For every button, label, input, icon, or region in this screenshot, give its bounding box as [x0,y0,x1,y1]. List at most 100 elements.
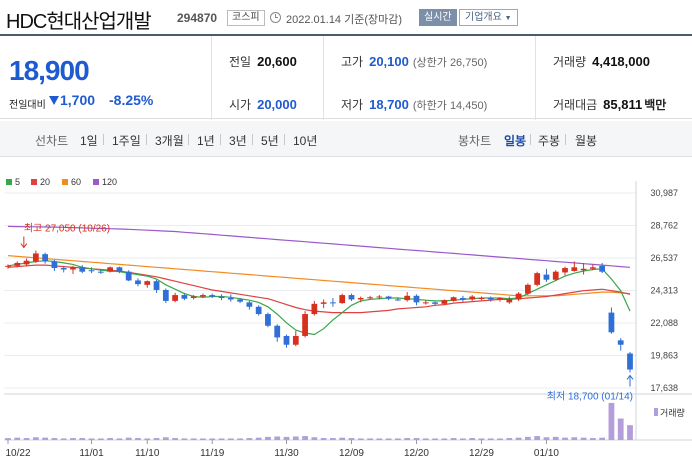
candle [422,300,429,305]
legend-swatch [31,179,37,185]
candle [395,297,401,301]
candle-body [487,297,494,300]
down-triangle-icon [49,96,59,105]
candle-body [227,297,234,300]
candle [190,295,197,300]
price-box: 18,900 전일대비 1,700 -8.25% [0,36,212,120]
annotations: 최고 27,050 (10/26) 최저 18,700 (01/14) [20,223,634,402]
change-label: 전일대비 [9,100,46,111]
y-tick-label: 19,863 [650,351,678,361]
stat-upper-limit: (상한가 26,750) [412,57,488,69]
legend-swatch [6,179,12,185]
candle-body [608,312,615,333]
candle-body [497,297,503,300]
candle [562,266,568,276]
x-tick-label: 11/19 [200,448,225,459]
volume-bar [422,438,429,440]
volume-bar [450,438,457,440]
candle-body [265,314,271,326]
chevron-down-icon: ▼ [504,15,512,22]
stock-name: HDC현대산업개발 [6,11,152,33]
candle [348,293,355,301]
volume-bar [23,438,30,440]
candle [413,294,420,306]
legend-label: 5 [15,177,20,187]
company-overview-button[interactable]: 기업개요 ▼ [459,9,518,26]
candle-body [580,268,587,271]
legend-label: 120 [102,177,117,187]
candle-body [181,295,188,299]
candle [571,261,578,272]
volume-bar [135,438,141,440]
volume-legend-label: 거래량 [660,407,685,418]
ma60-line [7,255,631,297]
candle [209,293,216,298]
tab-monthly[interactable]: 월봉 [575,134,598,148]
y-tick-label: 30,987 [650,188,678,198]
candle-body [525,284,531,294]
y-tick-label: 28,762 [650,221,678,231]
stat-amount-label: 거래대금 [553,98,598,112]
candle [274,324,281,342]
volume-bar [543,437,550,440]
candle [116,266,123,274]
candle [497,297,503,302]
candle-body [357,297,364,300]
candle-body [5,265,11,267]
candle-body [125,271,132,281]
candles [5,250,633,373]
candle-body [153,281,160,290]
tab-separator [188,134,189,145]
candle-body [432,302,438,304]
stock-code: 294870 [177,11,218,25]
candle [172,292,178,303]
tab-weekly[interactable]: 주봉 [538,134,561,148]
candle-body [60,268,67,270]
realtime-button[interactable]: 실시간 [419,9,457,26]
x-tick-label: 12/29 [469,448,494,459]
candle [237,297,243,304]
candle-body [599,265,606,272]
tab-1day[interactable]: 1일 [80,134,98,148]
volume-bar [274,436,281,440]
stock-chart[interactable]: 5 20 60 120 30,987 28,762 26,537 24,313 22,088 1… [0,157,692,464]
volume-bar [292,436,299,440]
stat-volume-label: 거래량 [553,55,587,69]
candle [60,265,67,273]
tab-separator [220,134,221,145]
stat-amount: 거래대금 85,811 백만 [553,96,666,113]
candle-body [460,297,466,300]
candle [97,269,104,274]
candle [525,283,531,296]
tab-10years[interactable]: 10년 [293,134,318,148]
candle-body [200,295,206,297]
volume-bar [413,438,420,440]
tab-3years[interactable]: 3년 [229,134,247,148]
candle [460,295,466,302]
candle-body [571,267,578,271]
tab-1week[interactable]: 1주일 [112,134,141,148]
candle [617,338,624,351]
candle-body [70,267,76,270]
candle-body [283,335,290,345]
volume-bar [441,438,448,440]
candle [441,299,448,305]
candle-body [97,271,104,273]
tab-5years[interactable]: 5년 [261,134,279,148]
volume-bar [534,436,541,440]
tab-separator [103,134,104,145]
tab-1year[interactable]: 1년 [197,134,215,148]
volume-bar [627,425,633,440]
volume-bar [14,437,21,440]
tab-3months[interactable]: 3개월 [155,134,184,148]
candle-body [162,289,169,301]
stat-high-label: 고가 [341,55,364,69]
volume-bar [589,438,596,440]
candle-body [209,295,216,297]
x-tick-label: 11/10 [135,448,160,459]
volume-bar [162,437,169,440]
volume-bar [153,438,160,440]
change-rate: -8.25% [109,92,154,108]
tab-daily[interactable]: 일봉 [504,134,527,148]
x-tick-label: 11/30 [274,448,299,459]
